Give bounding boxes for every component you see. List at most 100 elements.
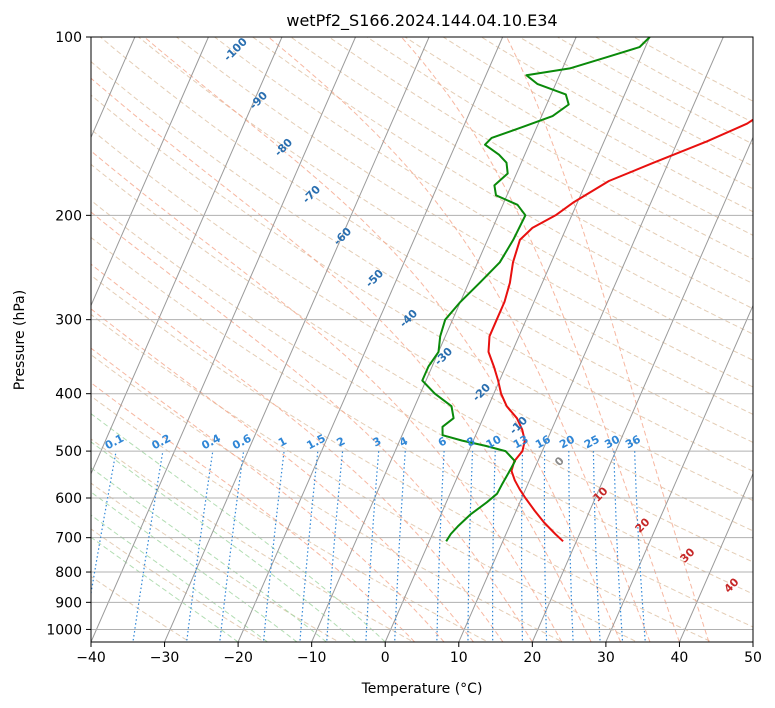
dry-adiabat — [556, 37, 753, 145]
moist-adiabat — [91, 514, 268, 642]
temperature-profile — [487, 118, 753, 543]
mixing-ratio-line — [568, 451, 574, 642]
isotherm-label: 40 — [722, 575, 742, 595]
y-tick-label: 800 — [55, 565, 82, 581]
mixing-ratio-line — [520, 451, 524, 642]
mixing-ratio-label: 0.6 — [230, 432, 254, 453]
dry-adiabat — [91, 61, 753, 472]
isotherm — [678, 472, 753, 642]
mixing-ratio-label: 1.5 — [304, 432, 327, 453]
label-layer: 0.1 0.2 0.4 0.6 1 1.5 2 3 4 6 8 10 13 16 20 25 30 36-100-… — [103, 35, 742, 596]
moist-adiabat — [91, 382, 415, 642]
x-tick-label: 40 — [671, 650, 689, 666]
mixing-ratio-label: 36 — [623, 433, 643, 452]
isotherm-label: -100 — [221, 35, 250, 64]
mixing-ratio-label: 10 — [484, 433, 504, 452]
x-axis-label: Temperature (°C) — [361, 681, 483, 697]
moist-adiabat — [401, 37, 680, 642]
isotherm-label: 20 — [633, 515, 653, 535]
y-tick-label: 100 — [55, 30, 82, 46]
chart-title: wetPf2_S166.2024.144.04.10.E34 — [286, 11, 557, 31]
y-tick-label: 1000 — [46, 622, 82, 638]
y-axis-label: Pressure (hPa) — [12, 290, 28, 390]
isotherm-label: -40 — [397, 307, 420, 330]
moist-adiabat — [91, 441, 357, 642]
mixing-ratio-label: 13 — [511, 433, 531, 452]
isotherm — [605, 304, 753, 642]
mixing-ratio-line — [592, 451, 601, 642]
isotherm-label: -80 — [272, 136, 295, 159]
y-tick-label: 200 — [55, 208, 82, 224]
plot-frame — [90, 36, 754, 643]
moist-adiabat — [91, 308, 474, 642]
mixing-ratio-label: 3 — [371, 434, 384, 449]
x-tick-label: −10 — [297, 650, 327, 666]
isotherm — [91, 37, 356, 642]
moist-adiabat — [91, 467, 327, 642]
moist-adiabat — [91, 413, 386, 642]
dry-adiabat — [328, 37, 753, 285]
x-tick-label: −40 — [76, 650, 106, 666]
isotherm-label: -50 — [363, 267, 386, 290]
x-tick-label: 30 — [597, 650, 615, 666]
isotherm-label: -60 — [331, 225, 354, 248]
dry-adiabat — [442, 37, 753, 213]
mixing-ratio-label: 1 — [276, 434, 289, 449]
moist-adiabat — [91, 211, 533, 642]
isotherm-label: 30 — [678, 545, 698, 565]
dry-adiabat — [91, 395, 490, 642]
dry-adiabat — [91, 528, 266, 642]
background-lines — [91, 37, 753, 642]
mixing-ratio-line — [394, 451, 406, 642]
dry-adiabat — [91, 236, 753, 628]
y-tick-label: 300 — [55, 313, 82, 329]
isotherm — [311, 37, 577, 642]
mixing-ratio-label: 30 — [602, 433, 622, 452]
dry-adiabat — [91, 313, 639, 642]
mixing-ratio-label: 25 — [582, 433, 602, 452]
moist-adiabat — [91, 347, 445, 642]
mixing-ratio-line — [132, 450, 164, 642]
isotherm — [91, 37, 209, 307]
mixing-ratio-label: 20 — [557, 433, 577, 452]
dry-adiabat — [137, 37, 753, 415]
isotherm — [458, 37, 724, 642]
mixing-ratio-line — [467, 451, 474, 642]
moist-adiabat — [91, 77, 592, 642]
dry-adiabat — [289, 37, 753, 310]
mixing-ratio-line — [543, 451, 548, 642]
dry-adiabat — [366, 37, 753, 260]
dry-adiabat — [99, 37, 753, 443]
dry-adiabat — [91, 199, 753, 595]
dewpoint-profile — [421, 37, 651, 542]
mixing-ratio-line — [185, 451, 214, 642]
isotherm-label: 0 — [552, 454, 567, 469]
dry-adiabat — [213, 37, 753, 361]
mixing-ratio-line — [492, 451, 496, 642]
isotherm — [237, 37, 504, 642]
isotherm — [384, 37, 651, 642]
moist-adiabat — [268, 37, 651, 642]
y-tick-label: 700 — [55, 531, 82, 547]
dry-adiabat — [91, 482, 340, 642]
x-tick-label: 50 — [744, 650, 762, 666]
isotherm-label: -20 — [470, 381, 493, 404]
dry-adiabat — [91, 274, 713, 642]
isotherm — [164, 37, 430, 642]
x-tick-label: −20 — [223, 650, 253, 666]
moist-adiabat — [143, 37, 622, 642]
y-tick-label: 400 — [55, 387, 82, 403]
dry-adiabat — [91, 128, 753, 532]
dry-adiabat — [251, 37, 753, 335]
dry-adiabat — [91, 354, 564, 642]
dry-adiabat — [91, 163, 753, 563]
mixing-ratio-line — [613, 451, 624, 642]
isotherm-label: -70 — [300, 183, 323, 206]
mixing-ratio-line — [326, 451, 344, 642]
x-tick-label: 20 — [523, 650, 541, 666]
mixing-ratio-label: 2 — [334, 434, 347, 449]
y-tick-label: 900 — [55, 595, 82, 611]
dry-adiabat — [91, 438, 415, 642]
dry-adiabat — [91, 94, 753, 502]
